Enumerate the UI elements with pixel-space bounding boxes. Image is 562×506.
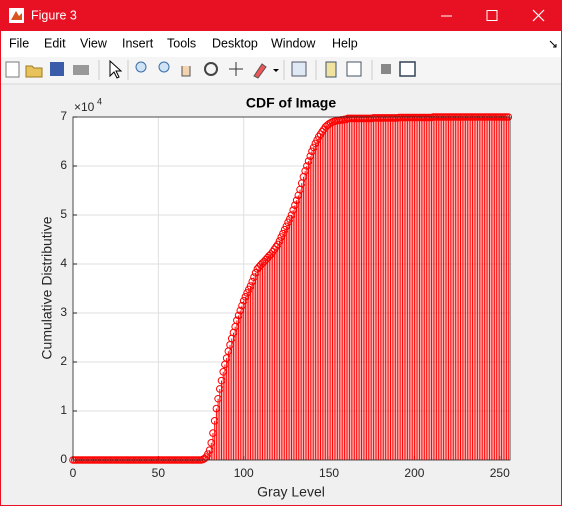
- colorbar-icon[interactable]: [325, 61, 337, 78]
- x-tick-label: 250: [490, 466, 510, 480]
- link-icon[interactable]: [291, 61, 307, 77]
- chart-title: CDF of Image: [246, 95, 336, 111]
- y-exponent: 4: [97, 96, 102, 106]
- x-tick-label: 0: [70, 466, 77, 480]
- close-button[interactable]: [532, 9, 545, 22]
- y-tick-label: 3: [60, 305, 67, 319]
- dock-tools-icon[interactable]: [399, 61, 416, 77]
- y-tick-label: 7: [60, 109, 67, 123]
- pan-icon[interactable]: [181, 66, 191, 77]
- app-icon-shape: [11, 11, 22, 20]
- menu-item[interactable]: Desktop: [212, 36, 258, 50]
- open-icon[interactable]: [25, 65, 43, 78]
- menu-item[interactable]: Tools: [167, 36, 196, 50]
- maximize-button[interactable]: [486, 10, 498, 21]
- axes-box: [72, 116, 511, 461]
- menu-bar: [1, 31, 561, 57]
- save-icon[interactable]: [50, 62, 64, 76]
- x-tick-label: 150: [319, 466, 339, 480]
- zoom-in-icon[interactable]: [135, 61, 147, 73]
- y-tick-label: 1: [60, 403, 67, 417]
- y-axis-label: Cumulative Distributive: [39, 216, 55, 359]
- menu-item[interactable]: File: [9, 36, 29, 50]
- datacursor-icon[interactable]: [229, 62, 243, 76]
- menu-item[interactable]: View: [80, 36, 108, 50]
- x-axis-label: Gray Level: [257, 484, 325, 500]
- plot: 0 50 100 150 200 250 0 1 2 3 4 5 6 7: [60, 109, 513, 480]
- brush-icon[interactable]: [253, 63, 267, 79]
- y-tick-label: 2: [60, 354, 67, 368]
- x-tick-label: 200: [404, 466, 424, 480]
- y-tick-label: 5: [60, 207, 67, 221]
- dock-arrow[interactable]: [549, 40, 557, 48]
- rotate-icon[interactable]: [204, 62, 218, 76]
- pointer-icon[interactable]: [109, 59, 123, 79]
- menu-item[interactable]: Insert: [122, 36, 154, 50]
- menu-item[interactable]: Window: [271, 36, 316, 50]
- brush-dropdown[interactable]: [273, 69, 279, 72]
- y-tick-label: 6: [60, 158, 67, 172]
- new-icon[interactable]: [5, 61, 20, 78]
- y-tick-label: 4: [60, 256, 67, 270]
- print-icon[interactable]: [73, 65, 89, 75]
- menu-item[interactable]: Help: [332, 36, 358, 50]
- x-tick-label: 50: [152, 466, 166, 480]
- toolbar-icons: [5, 59, 416, 80]
- y-tick-label: 0: [60, 452, 67, 466]
- zoom-out-icon[interactable]: [158, 61, 170, 73]
- window-title: Figure 3: [31, 8, 77, 22]
- hide-tools-icon[interactable]: [381, 64, 391, 74]
- toolbar: [1, 57, 561, 84]
- title-bar: [0, 0, 562, 31]
- x-tick-label: 100: [234, 466, 254, 480]
- legend-icon[interactable]: [346, 61, 362, 77]
- menu-items: File Edit View Insert Tools Desktop Window Help: [9, 36, 358, 50]
- y-exponent-base: ×10: [74, 100, 95, 114]
- menu-item[interactable]: Edit: [44, 36, 66, 50]
